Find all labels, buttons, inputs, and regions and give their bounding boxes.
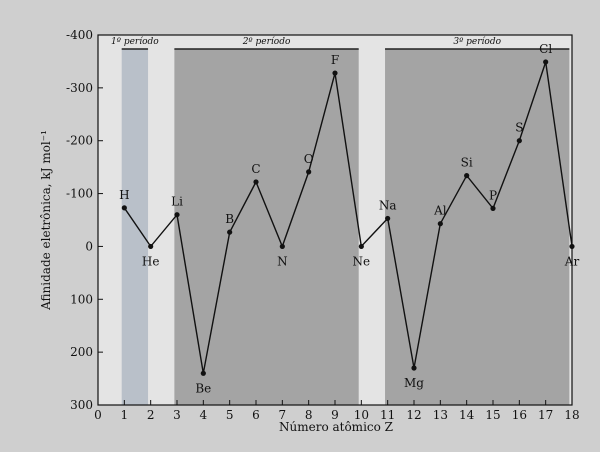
data-point-na	[385, 215, 391, 222]
y-axis-label: Afinidade eletrônica, kJ mol⁻¹	[39, 130, 53, 311]
element-label-c: C	[251, 162, 260, 176]
x-tick-label: 4	[200, 408, 208, 422]
element-label-be: Be	[195, 381, 211, 395]
data-point-si	[464, 173, 470, 179]
y-tick-label: -100	[66, 187, 93, 201]
x-axis-label: Número atômico Z	[279, 420, 393, 434]
x-axis-ticks: 0 1 2 3 4 5 6 7 8 9 10 11 12 13 14 15 16 17 18	[94, 400, 580, 422]
element-label-b: B	[225, 212, 234, 226]
x-tick-label: 5	[226, 408, 234, 422]
data-point-b	[227, 229, 233, 235]
data-point-ne	[358, 243, 364, 250]
period-label: 1º período	[111, 36, 159, 47]
element-label-he: He	[142, 254, 160, 268]
x-tick-label: 16	[512, 408, 527, 422]
y-tick-label: -200	[66, 134, 93, 148]
data-point-al	[437, 221, 443, 227]
x-tick-label: 2	[147, 408, 155, 422]
data-point-he	[148, 243, 154, 250]
y-tick-label: -300	[66, 81, 93, 95]
y-tick-label: -400	[66, 28, 93, 42]
data-point-c	[253, 179, 259, 185]
x-tick-label: 17	[538, 408, 553, 422]
x-tick-label: 8	[305, 408, 313, 422]
element-label-cl: Cl	[539, 42, 552, 56]
data-point-s	[516, 138, 522, 144]
data-point-ar	[569, 243, 575, 250]
element-label-mg: Mg	[404, 376, 424, 390]
period-label: 3º período	[453, 36, 501, 47]
x-tick-label: 0	[94, 408, 102, 422]
element-label-na: Na	[379, 198, 397, 212]
x-tick-label: 18	[564, 408, 579, 422]
data-point-f	[332, 70, 338, 76]
element-label-ne: Ne	[353, 254, 371, 268]
x-tick-label: 9	[331, 408, 339, 422]
element-label-s: S	[515, 121, 523, 135]
element-label-ar: Ar	[564, 254, 580, 268]
x-tick-label: 11	[380, 408, 395, 422]
x-tick-label: 6	[252, 408, 260, 422]
y-axis-ticks: -400 -300 -200 -100 0 100 200 300	[66, 28, 103, 412]
y-tick-label: 100	[70, 292, 93, 306]
x-tick-label: 7	[279, 408, 287, 422]
period-band	[174, 49, 359, 405]
x-tick-label: 14	[459, 408, 475, 422]
data-point-li	[174, 212, 180, 218]
data-point-cl	[543, 59, 549, 65]
element-label-p: P	[489, 188, 497, 202]
y-tick-label: 300	[70, 398, 93, 412]
period-bands: 1º período 2º período 3º período	[111, 36, 570, 405]
series-line	[121, 59, 575, 376]
data-point-h	[121, 205, 127, 211]
element-label-h: H	[119, 188, 129, 202]
x-tick-label: 15	[485, 408, 500, 422]
data-point-o	[306, 169, 312, 175]
data-point-p	[490, 205, 496, 211]
period-band	[385, 49, 570, 405]
element-label-si: Si	[461, 156, 473, 170]
data-point-be	[200, 370, 206, 376]
data-point-mg	[411, 365, 417, 371]
affinity-line	[123, 61, 573, 374]
element-label-al: Al	[433, 204, 447, 218]
period-band	[121, 49, 149, 405]
data-point-n	[279, 243, 285, 250]
period-label: 2º período	[242, 36, 291, 47]
x-tick-label: 3	[173, 408, 181, 422]
x-tick-label: 12	[406, 408, 421, 422]
element-labels: H He Li Be B C N O F Ne Na Mg Al Si P S Cl Ar	[119, 42, 579, 395]
y-tick-label: 200	[70, 345, 93, 359]
element-label-li: Li	[171, 195, 183, 209]
element-label-n: N	[277, 254, 288, 268]
x-tick-label: 1	[121, 408, 129, 422]
y-tick-label: 0	[85, 239, 93, 253]
x-tick-label: 13	[433, 408, 448, 422]
x-tick-label: 10	[354, 408, 369, 422]
element-label-f: F	[331, 53, 339, 67]
element-label-o: O	[304, 152, 314, 166]
